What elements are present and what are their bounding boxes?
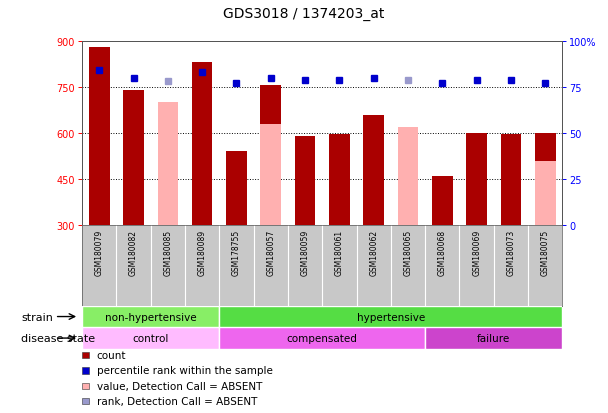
Text: GSM180089: GSM180089 [198, 230, 207, 275]
Bar [219, 328, 425, 349]
Bar [260, 86, 281, 225]
Text: GSM180069: GSM180069 [472, 230, 481, 275]
Bar [295, 137, 316, 225]
Bar [82, 328, 219, 349]
Bar [226, 152, 247, 225]
Text: failure: failure [477, 333, 510, 343]
Bar [82, 306, 219, 328]
Bar [260, 124, 281, 225]
Bar [535, 161, 556, 225]
Text: hypertensive: hypertensive [357, 312, 425, 322]
Text: GSM180082: GSM180082 [129, 230, 138, 275]
Bar [157, 103, 178, 225]
Text: GSM180085: GSM180085 [164, 230, 172, 275]
Bar [364, 115, 384, 225]
Text: GSM180075: GSM180075 [541, 230, 550, 275]
Text: non-hypertensive: non-hypertensive [105, 312, 196, 322]
Text: GSM180079: GSM180079 [95, 230, 104, 275]
Text: GSM180068: GSM180068 [438, 230, 447, 275]
Bar [219, 306, 562, 328]
Text: control: control [133, 333, 169, 343]
Text: GSM180073: GSM180073 [506, 230, 516, 275]
Bar [500, 135, 521, 225]
Bar [329, 135, 350, 225]
Text: rank, Detection Call = ABSENT: rank, Detection Call = ABSENT [97, 396, 257, 406]
Text: GSM178755: GSM178755 [232, 230, 241, 275]
Bar [398, 128, 418, 225]
Bar [192, 63, 212, 225]
Bar [466, 134, 487, 225]
Text: value, Detection Call = ABSENT: value, Detection Call = ABSENT [97, 381, 262, 391]
Text: GSM180057: GSM180057 [266, 230, 275, 275]
Text: GSM180061: GSM180061 [335, 230, 344, 275]
Bar [535, 134, 556, 225]
Text: count: count [97, 350, 126, 360]
Text: GSM180059: GSM180059 [300, 230, 309, 275]
Text: disease state: disease state [21, 333, 95, 343]
Text: compensated: compensated [287, 333, 358, 343]
Text: percentile rank within the sample: percentile rank within the sample [97, 366, 272, 375]
Text: GSM180062: GSM180062 [369, 230, 378, 275]
Bar [425, 328, 562, 349]
Text: GDS3018 / 1374203_at: GDS3018 / 1374203_at [223, 7, 385, 21]
Text: strain: strain [21, 312, 53, 322]
Text: GSM180065: GSM180065 [404, 230, 412, 275]
Bar [123, 91, 144, 225]
Bar [432, 176, 452, 225]
Bar [89, 48, 109, 225]
